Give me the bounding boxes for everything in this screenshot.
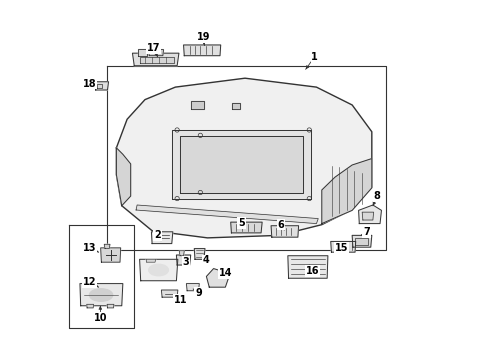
Polygon shape bbox=[117, 148, 131, 206]
Text: 17: 17 bbox=[147, 43, 161, 53]
Polygon shape bbox=[192, 102, 203, 109]
Polygon shape bbox=[87, 304, 94, 308]
Text: 12: 12 bbox=[83, 277, 97, 287]
Polygon shape bbox=[95, 82, 109, 90]
Polygon shape bbox=[136, 205, 318, 224]
Text: 11: 11 bbox=[174, 295, 188, 305]
Polygon shape bbox=[359, 205, 381, 224]
Text: 19: 19 bbox=[197, 32, 211, 42]
Polygon shape bbox=[161, 290, 178, 297]
Text: 5: 5 bbox=[238, 218, 245, 228]
Text: 8: 8 bbox=[374, 191, 381, 201]
Polygon shape bbox=[352, 235, 372, 247]
Text: 3: 3 bbox=[183, 257, 190, 267]
Polygon shape bbox=[206, 269, 230, 287]
Polygon shape bbox=[271, 226, 298, 237]
Text: 16: 16 bbox=[306, 266, 319, 276]
Text: 7: 7 bbox=[363, 227, 370, 237]
Ellipse shape bbox=[149, 264, 169, 276]
Text: 4: 4 bbox=[202, 255, 209, 265]
Ellipse shape bbox=[90, 289, 113, 301]
Polygon shape bbox=[231, 222, 262, 233]
Text: 9: 9 bbox=[195, 288, 202, 297]
Polygon shape bbox=[140, 57, 173, 63]
Polygon shape bbox=[100, 248, 121, 262]
Polygon shape bbox=[107, 304, 114, 308]
Polygon shape bbox=[186, 284, 199, 291]
Polygon shape bbox=[151, 232, 173, 244]
Polygon shape bbox=[194, 249, 205, 259]
Polygon shape bbox=[172, 130, 311, 199]
Text: 6: 6 bbox=[277, 220, 284, 230]
Text: 18: 18 bbox=[83, 78, 97, 89]
Polygon shape bbox=[140, 259, 178, 281]
Text: 10: 10 bbox=[94, 312, 107, 323]
Polygon shape bbox=[184, 45, 220, 56]
Polygon shape bbox=[104, 244, 110, 249]
Polygon shape bbox=[132, 53, 179, 66]
Polygon shape bbox=[331, 242, 356, 252]
Text: 14: 14 bbox=[219, 268, 232, 278]
Polygon shape bbox=[138, 49, 147, 56]
Polygon shape bbox=[180, 136, 303, 193]
Polygon shape bbox=[232, 103, 241, 109]
Text: 2: 2 bbox=[154, 230, 161, 240]
Polygon shape bbox=[179, 251, 184, 256]
Polygon shape bbox=[146, 259, 156, 262]
Polygon shape bbox=[355, 238, 368, 245]
Polygon shape bbox=[176, 255, 191, 265]
Polygon shape bbox=[362, 212, 373, 220]
Text: 13: 13 bbox=[83, 243, 97, 253]
Polygon shape bbox=[322, 158, 372, 224]
Polygon shape bbox=[117, 78, 372, 238]
Polygon shape bbox=[288, 256, 328, 278]
Text: 15: 15 bbox=[335, 243, 348, 253]
Text: 1: 1 bbox=[311, 52, 318, 62]
Polygon shape bbox=[148, 50, 164, 56]
Polygon shape bbox=[97, 84, 102, 88]
Polygon shape bbox=[80, 284, 123, 306]
